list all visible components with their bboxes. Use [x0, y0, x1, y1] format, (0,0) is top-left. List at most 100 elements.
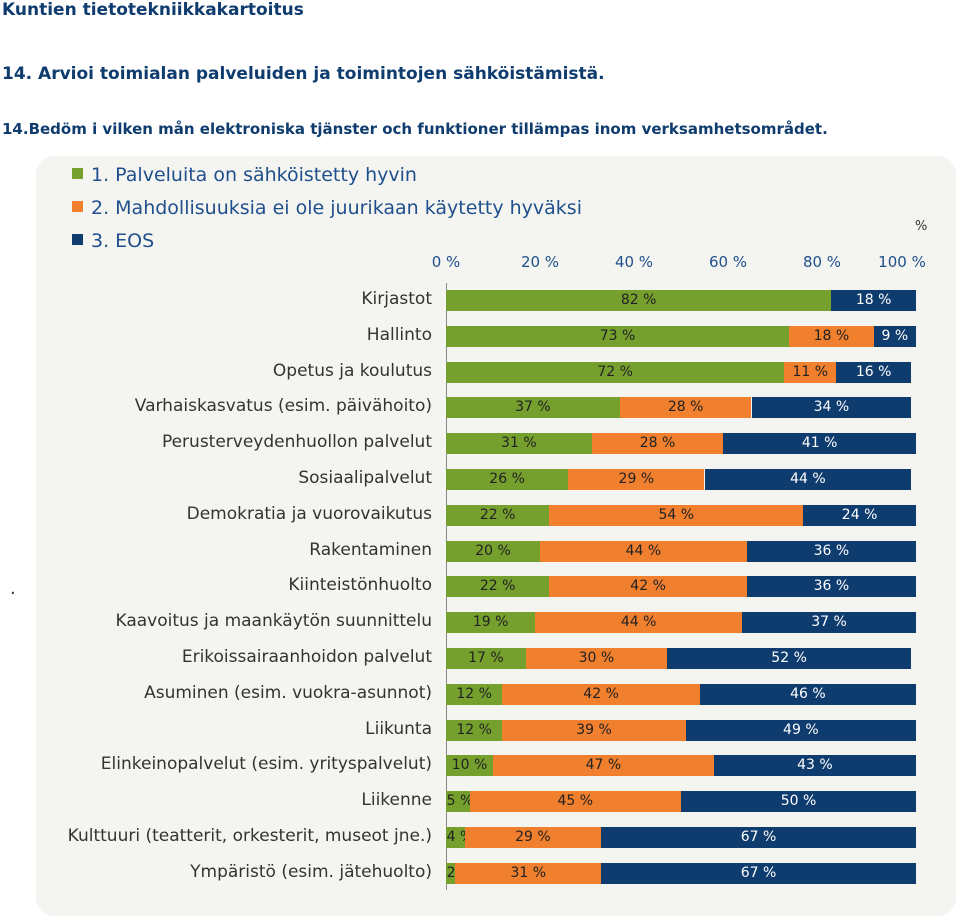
data-label: 12 %: [456, 685, 492, 702]
data-label: 50 %: [780, 793, 817, 810]
bar-segment-series-2: [591, 433, 724, 455]
category-label: Hallinto: [366, 324, 432, 345]
category-label: Liikunta: [365, 718, 432, 739]
legend-label: 3. EOS: [91, 230, 155, 252]
data-label: 47 %: [585, 757, 622, 774]
legend-swatch: [72, 201, 83, 212]
bar-segment-series-3: [831, 290, 916, 311]
data-label: 30 %: [578, 650, 615, 666]
x-tick-label: 0 %: [431, 253, 461, 271]
legend-item-1: 1. Palveluita on sähköistetty hyvin: [72, 164, 417, 186]
data-label: 44 %: [625, 542, 662, 559]
legend-label: 2. Mahdollisuuksia ei ole juurikaan käyt…: [91, 197, 582, 219]
bar-segment-series-1: [446, 827, 465, 848]
data-label: 24 %: [841, 506, 878, 523]
data-label: 31 %: [501, 435, 537, 452]
category-label: Ympäristö (esim. jätehuolto): [190, 861, 432, 882]
bar-segment-series-3: [873, 325, 916, 347]
bar-segment-series-1: [446, 862, 456, 884]
bar-segment-series-2: [784, 361, 837, 383]
bar-segment-series-2: [549, 576, 747, 598]
bar-segment-series-1: [446, 683, 503, 705]
data-label: 72 %: [597, 363, 633, 380]
x-tick-label: 100 %: [878, 253, 926, 271]
data-label: 42 %: [583, 685, 619, 702]
data-label: 37 %: [515, 399, 551, 416]
bar-segment-series-1: [446, 469, 569, 490]
data-label: 5 %: [446, 793, 474, 810]
bar-segment-series-3: [601, 827, 916, 848]
bar-segment-series-1: [446, 576, 550, 598]
data-label: 36 %: [813, 578, 850, 595]
data-label: 73 %: [599, 327, 636, 344]
axis-unit-label: %: [915, 219, 928, 234]
stray-dot: .: [10, 578, 16, 599]
legend-item-2: 2. Mahdollisuuksia ei ole juurikaan käyt…: [72, 197, 582, 219]
bar-segment-series-2: [619, 397, 752, 419]
data-label: 67 %: [740, 829, 777, 845]
bar-segment-series-3: [601, 862, 916, 884]
category-label: Rakentaminen: [309, 539, 432, 560]
data-label: 49 %: [783, 721, 819, 738]
bar-segment-series-3: [704, 469, 912, 490]
site-title: Kuntien tietotekniikkakartoitus: [2, 0, 304, 20]
data-label: 29 %: [515, 829, 551, 845]
category-label: Sosiaalipalvelut: [298, 468, 432, 488]
data-label: 20 %: [475, 542, 511, 559]
data-label: 45 %: [557, 793, 594, 810]
bar-segment-series-1: [446, 397, 620, 419]
data-label: 44 %: [790, 471, 826, 487]
data-label: 31 %: [510, 864, 547, 881]
category-label: Asuminen (esim. vuokra-asunnot): [144, 682, 432, 703]
data-label: 22 %: [479, 506, 516, 523]
bar-segment-series-1: [446, 361, 785, 383]
data-label: 28 %: [639, 435, 676, 452]
x-tick-label: 20 %: [520, 253, 560, 271]
bar-segment-series-2: [464, 827, 602, 848]
category-label: Opetus ja koulutus: [272, 360, 432, 381]
category-label: Erikoissairaanhoidon palvelut: [181, 647, 432, 667]
bar-segment-series-2: [549, 504, 804, 526]
x-tick-label: 40 %: [614, 253, 654, 271]
bar-segment-series-2: [568, 469, 705, 490]
data-label: 34 %: [813, 399, 850, 416]
bar-segment-series-3: [836, 361, 912, 383]
bar-segment-series-2: [535, 612, 743, 634]
bar-segment-series-3: [746, 540, 916, 562]
data-label: 43 %: [797, 757, 833, 774]
data-label: 36 %: [813, 542, 850, 559]
bar-segment-series-1: [446, 290, 832, 311]
legend-item-3: 3. EOS: [72, 230, 154, 252]
bar-segment-series-1: [446, 433, 592, 455]
data-label: 41 %: [801, 435, 838, 452]
data-label: 52 %: [771, 650, 807, 666]
bar-segment-series-2: [525, 648, 667, 669]
category-label: Perusterveydenhuollon palvelut: [161, 432, 432, 453]
legend-swatch: [72, 234, 83, 245]
question-title-fi: 14. Arvioi toimialan palveluiden ja toim…: [2, 64, 605, 84]
legend-label: 1. Palveluita on sähköistetty hyvin: [91, 164, 417, 186]
data-label: 42 %: [630, 578, 666, 595]
bar-segment-series-2: [455, 862, 602, 884]
category-label: Kiinteistönhuolto: [288, 575, 432, 596]
bar-segment-series-3: [666, 648, 912, 669]
bar-segment-series-1: [446, 719, 503, 741]
bar-segment-series-1: [446, 648, 526, 669]
category-label: Demokratia ja vuorovaikutus: [186, 503, 432, 524]
bar-segment-series-3: [803, 504, 916, 526]
data-label: 22 %: [479, 578, 516, 595]
legend-swatch: [72, 168, 83, 179]
bar-segment-series-3: [699, 683, 916, 705]
category-label: Kaavoitus ja maankäytön suunnittelu: [115, 611, 432, 632]
category-label: Liikenne: [361, 790, 432, 811]
bar-segment-series-1: [446, 755, 493, 777]
category-label: Elinkeinopalvelut (esim. yrityspalvelut): [100, 754, 432, 775]
data-label: 18 %: [855, 292, 892, 308]
x-tick-label: 80 %: [802, 253, 842, 271]
bar-segment-series-1: [446, 540, 540, 562]
data-label: 67 %: [740, 864, 777, 881]
bar-segment-series-3: [723, 433, 916, 455]
bar-segment-series-3: [713, 755, 916, 777]
bar-segment-series-2: [493, 755, 714, 777]
bar-segment-series-1: [446, 504, 550, 526]
